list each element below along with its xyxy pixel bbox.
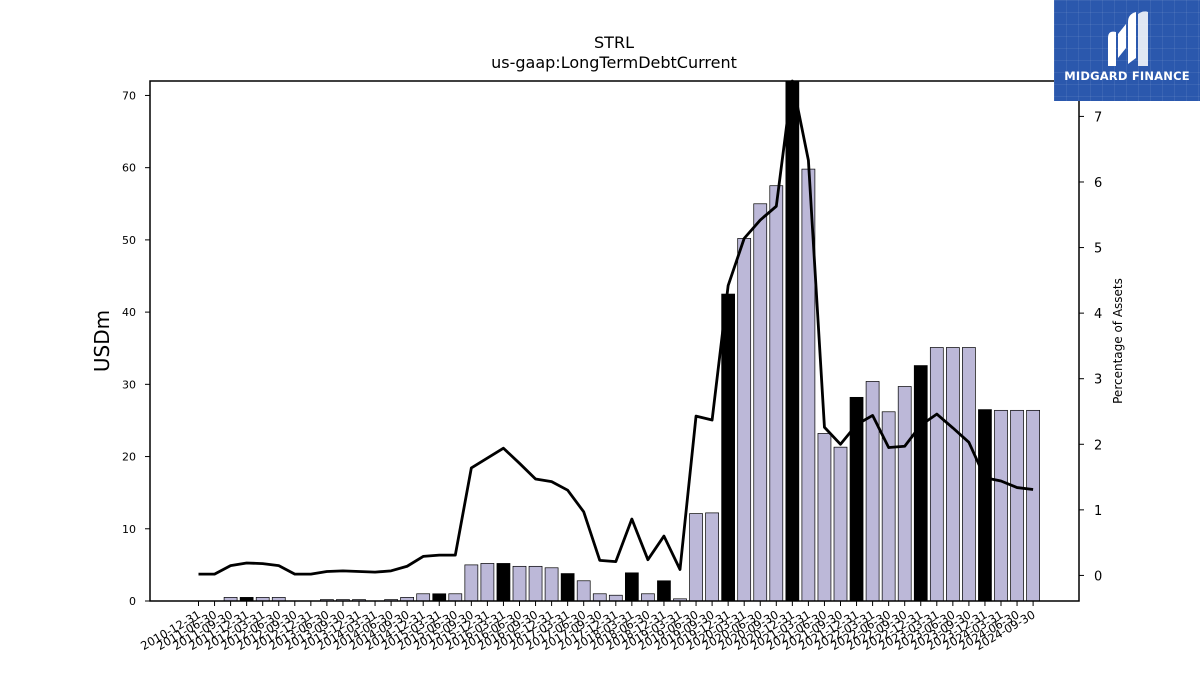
bar-2019-06-30 [689,513,703,602]
y-tick-label: 70 [122,89,136,102]
plot-frame [149,80,1080,602]
bar-2020-09-30 [769,185,784,602]
bar-2024-03-31 [994,409,1008,602]
bar-2016-06-30 [512,565,527,602]
bar-2023-03-31 [929,347,944,602]
bar-2017-03-31 [560,573,575,602]
bar-2024-06-30 [1010,409,1024,602]
bar-2015-03-31 [432,593,447,602]
y2-tick-label: 4 [1094,307,1102,322]
bar-2017-06-30 [576,580,591,602]
bar-2018-06-30 [641,593,655,602]
bar-2015-12-31 [480,563,495,602]
bar-2022-09-30 [897,386,912,602]
bar-2020-06-30 [753,203,768,602]
bar-2016-03-31 [496,563,511,602]
bar-2023-06-30 [945,347,960,602]
bar-2015-09-30 [464,564,479,602]
bar-2017-12-31 [608,594,623,602]
y2-tick-label: 1 [1094,504,1102,519]
chart-title: STRL [594,33,634,52]
bar-2022-12-31 [913,365,928,602]
chart-subtitle: us-gaap:LongTermDebtCurrent [491,53,737,72]
x-axis: 2010-12-312011-06-302011-09-302011-12-31… [138,601,1038,653]
bar-2023-12-31 [978,409,992,602]
y2-tick-label: 2 [1094,438,1102,453]
y2-tick-label: 0 [1094,569,1102,584]
y2-tick-label: 3 [1094,373,1102,388]
midgard-finance-logo: MIDGARD FINANCE [1054,0,1200,101]
bar-2024-09-30 [1026,409,1040,602]
bar-2016-09-30 [528,565,543,602]
y2-tick-label: 5 [1094,242,1102,257]
y2-axis-label: Percentage of Assets [1111,278,1125,404]
bar-2021-06-30 [817,433,832,602]
logo-text: MIDGARD FINANCE [1064,69,1190,83]
bar-2019-12-31 [721,293,736,602]
bar-2018-12-31 [657,580,671,602]
y-tick-label: 20 [122,451,136,464]
bar-2019-09-30 [705,512,719,602]
left-axis: 0 10 20 30 40 50 60 70 [122,89,150,608]
y-tick-label: 10 [122,523,136,536]
bar-2021-12-31 [849,396,864,602]
y-axis-label: USDm [90,310,114,372]
bar-2020-12-31 [785,80,800,602]
bar-2014-12-31 [416,593,431,602]
y-tick-label: 50 [122,234,136,247]
bar-2018-03-31 [624,572,639,602]
y2-tick-label: 7 [1094,110,1102,125]
bar-2017-09-30 [592,593,607,602]
y-tick-label: 60 [122,162,136,175]
bar-2023-09-30 [962,347,976,602]
bar-2015-06-30 [448,593,463,602]
logo-mark-icon [1108,11,1148,67]
y-tick-label: 0 [129,595,136,608]
y-tick-label: 40 [122,306,136,319]
bar-2016-12-31 [544,567,559,602]
y-tick-label: 30 [122,378,136,391]
y2-tick-label: 6 [1094,176,1102,191]
right-axis: 0 1 2 3 4 5 6 7 [1079,110,1102,584]
bar-2021-09-30 [833,446,848,602]
bar-2020-03-31 [737,238,752,602]
percentage-of-assets-line [198,79,1034,576]
